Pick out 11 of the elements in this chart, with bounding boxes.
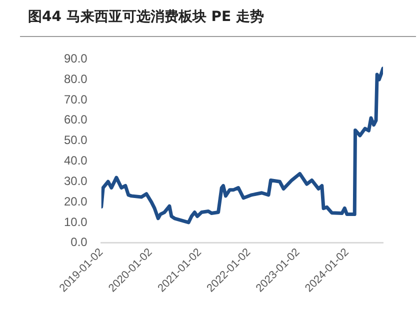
y-tick-label: 10.0	[64, 214, 88, 229]
chart-title: 图44 马来西亚可选消费板块 PE 走势	[28, 8, 264, 26]
y-tick-label: 20.0	[64, 194, 88, 208]
y-tick-label: 50.0	[64, 133, 88, 148]
y-tick-label: 90.0	[64, 52, 88, 66]
y-tick-label: 30.0	[64, 174, 88, 188]
y-tick-label: 40.0	[64, 154, 88, 168]
y-tick-label: 70.0	[64, 92, 88, 106]
y-tick-label: 0.0	[70, 235, 88, 250]
y-tick-label: 80.0	[64, 72, 88, 86]
y-tick-label: 60.0	[64, 112, 88, 127]
